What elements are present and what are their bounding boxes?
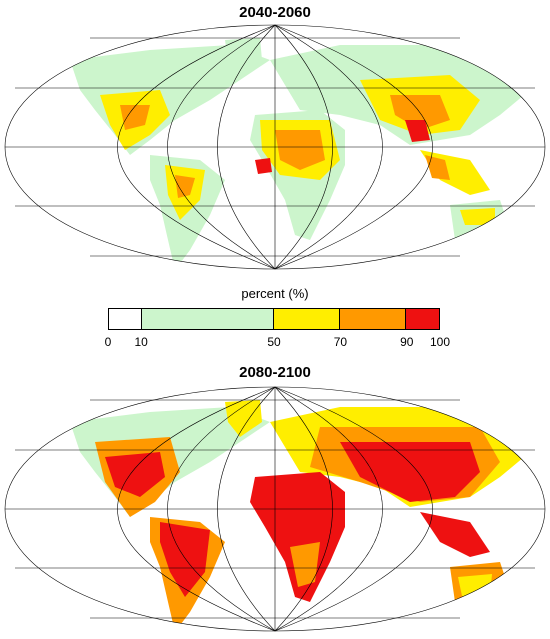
graticule-2040-2060 (4, 24, 546, 270)
africa-hot (275, 130, 325, 170)
south-america-hot (175, 175, 195, 198)
southeast-asia-land (420, 512, 490, 557)
asia-very-hot (340, 442, 480, 502)
australia-warm (458, 574, 492, 597)
legend-tick-label: 100 (429, 335, 451, 349)
land-regions-2040-2060 (70, 38, 530, 269)
legend-swatch-90-100 (406, 309, 439, 329)
legend-tick-label: 0 (104, 335, 112, 349)
legend-swatch-0-10 (109, 309, 142, 329)
north-america-very-hot (105, 452, 165, 497)
map-title-2080-2100: 2080-2100 (239, 364, 311, 381)
africa-land (250, 472, 345, 602)
greenland-land (225, 400, 262, 437)
legend-tick-label: 10 (134, 335, 148, 349)
graticule-2080-2100 (4, 386, 546, 632)
southeast-asia-hot (425, 155, 450, 180)
world-map-2040-2060 (4, 24, 546, 270)
legend-swatch-50-70 (274, 309, 340, 329)
north-america-hot (120, 105, 150, 130)
south-asia-very-hot (405, 120, 430, 142)
world-map-2080-2100 (4, 386, 546, 632)
south-america-very-hot (160, 522, 210, 597)
west-africa-very-hot (255, 158, 272, 174)
map-title-2040-2060: 2040-2060 (239, 4, 311, 21)
greenland-land (225, 38, 262, 75)
legend-tick-label: 90 (400, 335, 414, 349)
legend-title: percent (%) (241, 286, 309, 301)
color-legend-bar (108, 308, 440, 330)
legend-swatch-10-50 (142, 309, 274, 329)
australia-warm (460, 208, 495, 225)
legend-tick-label: 70 (333, 335, 348, 349)
africa-hot (290, 542, 320, 587)
legend-tick-label: 50 (267, 335, 281, 349)
legend-swatch-70-90 (340, 309, 406, 329)
land-regions-2080-2100 (70, 400, 530, 631)
